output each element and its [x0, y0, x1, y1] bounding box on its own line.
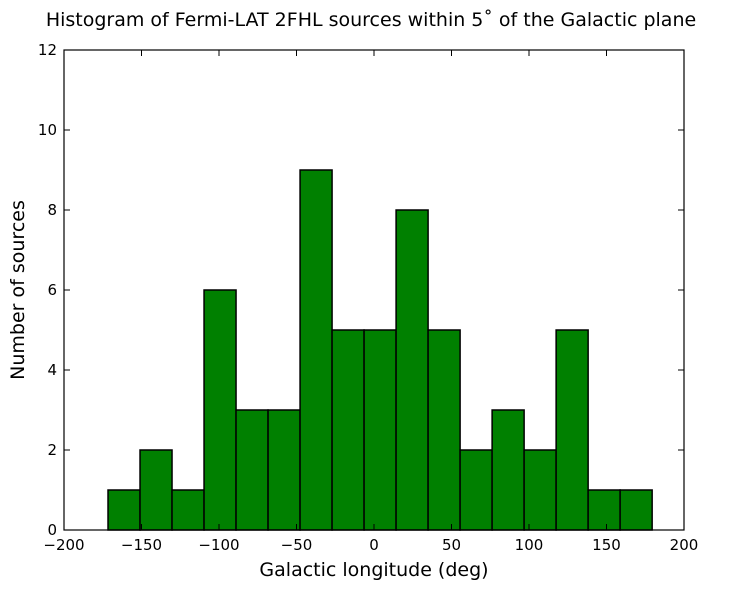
- histogram-bar: [235, 409, 269, 531]
- y-tick-label: 10: [38, 121, 57, 139]
- histogram-bar: [395, 209, 429, 531]
- histogram-bar: [299, 169, 333, 531]
- histogram-bar: [203, 289, 237, 531]
- y-tick-label: 12: [38, 41, 57, 59]
- histogram-bar: [555, 329, 589, 531]
- y-tick-label: 0: [47, 521, 57, 539]
- x-tick-label: 200: [670, 536, 699, 554]
- x-tick-label: 0: [369, 536, 379, 554]
- histogram-bar: [363, 329, 397, 531]
- y-tick-label: 4: [47, 361, 57, 379]
- histogram-bar: [139, 449, 173, 531]
- x-tick-label: 150: [592, 536, 621, 554]
- histogram-bar: [459, 449, 493, 531]
- y-tick-label: 2: [47, 441, 57, 459]
- histogram-bar: [107, 489, 141, 531]
- x-tick-label: −100: [198, 536, 239, 554]
- y-tick-label: 8: [47, 201, 57, 219]
- y-tick-label: 6: [47, 281, 57, 299]
- chart-title: Histogram of Fermi-LAT 2FHL sources with…: [45, 9, 697, 31]
- histogram-bar: [491, 409, 525, 531]
- histogram-bar: [331, 329, 365, 531]
- x-tick-label: −50: [281, 536, 313, 554]
- x-tick-label: 100: [515, 536, 544, 554]
- histogram-bar: [171, 489, 205, 531]
- x-tick-label: −150: [121, 536, 162, 554]
- x-tick-label: −200: [43, 536, 84, 554]
- histogram-bar: [427, 329, 461, 531]
- x-tick-label: 50: [442, 536, 461, 554]
- histogram-bar: [523, 449, 557, 531]
- histogram-bar: [267, 409, 301, 531]
- histogram-bar: [619, 489, 653, 531]
- histogram-bar: [587, 489, 621, 531]
- x-axis-label: Galactic longitude (deg): [259, 559, 489, 581]
